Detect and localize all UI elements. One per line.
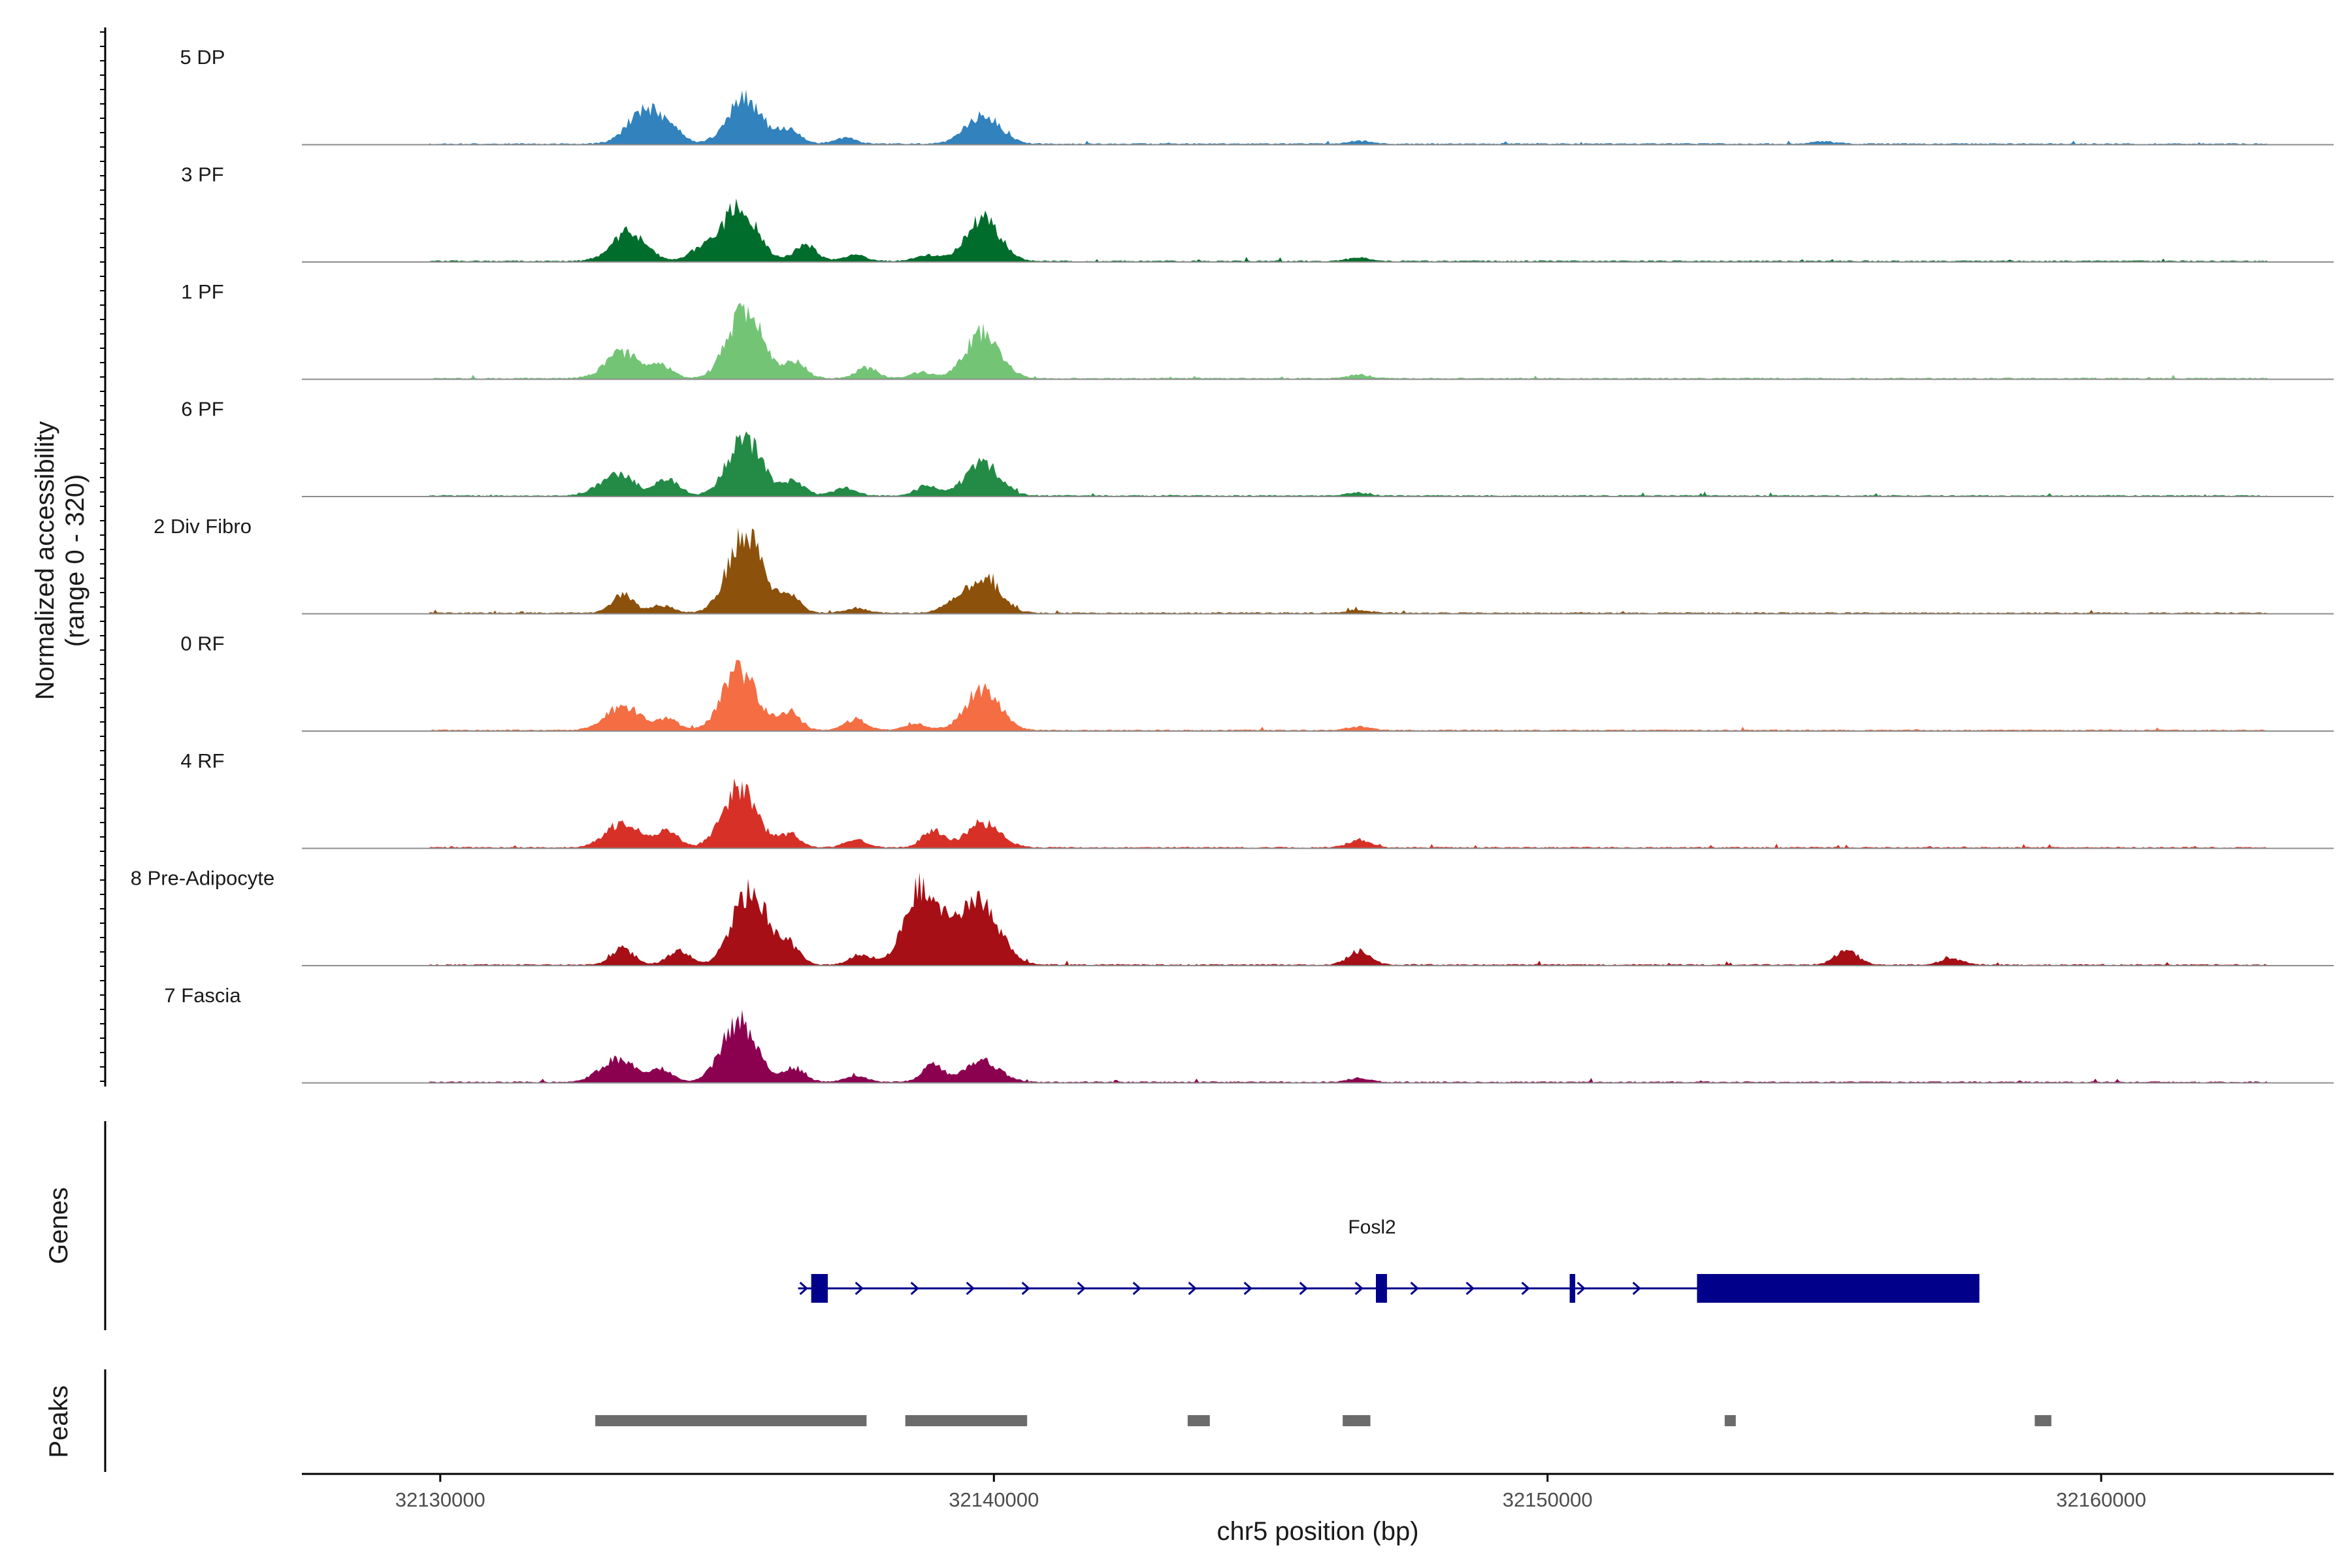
- exon-3: [1697, 1274, 1980, 1303]
- coverage-y-axis-title: Normalized accessibility: [31, 421, 59, 700]
- track-0: 5 DP: [180, 46, 2334, 146]
- track-label: 5 DP: [180, 46, 225, 69]
- track-2: 1 PF: [181, 280, 2334, 380]
- track-6: 4 RF: [180, 749, 2334, 849]
- strand-arrow: [1576, 1281, 1586, 1296]
- track-label: 6 PF: [181, 397, 223, 420]
- coverage-y-axis-ticks: [100, 31, 105, 1082]
- strand-arrow: [1021, 1281, 1030, 1296]
- exon-2: [1569, 1274, 1576, 1303]
- coverage-area: [429, 872, 2268, 966]
- track-4: 2 Div Fibro: [154, 515, 2334, 615]
- coverage-area: [429, 778, 2268, 849]
- strand-arrow: [1354, 1281, 1364, 1296]
- strand-arrow: [1243, 1281, 1252, 1296]
- peak-region-3: [1343, 1415, 1371, 1426]
- peak-region-4: [1724, 1415, 1736, 1426]
- x-tick-label: 32150000: [1503, 1488, 1593, 1511]
- track-label: 3 PF: [181, 163, 223, 186]
- x-tick-label: 32140000: [949, 1488, 1039, 1511]
- peak-region-2: [1187, 1415, 1210, 1426]
- coverage-y-axis-title-range: (range 0 - 320): [61, 474, 90, 647]
- coverage-area: [429, 1009, 2268, 1083]
- strand-arrow: [855, 1281, 864, 1296]
- exon-0: [811, 1274, 828, 1303]
- strand-arrow: [966, 1281, 975, 1296]
- track-label: 8 Pre-Adipocyte: [131, 866, 275, 889]
- x-tick-label: 32160000: [2056, 1488, 2146, 1511]
- track-8: 7 Fascia: [164, 984, 2334, 1084]
- peak-region-5: [2034, 1415, 2051, 1426]
- track-1: 3 PF: [181, 163, 2334, 263]
- coverage-area: [429, 89, 2268, 145]
- gene-model: [798, 1274, 1980, 1303]
- strand-arrow: [1188, 1281, 1197, 1296]
- coverage-area: [429, 527, 2268, 614]
- peak-regions: [595, 1415, 2051, 1426]
- strand-arrow: [799, 1281, 808, 1296]
- coverage-tracks: 5 DP 3 PF 1 PF 6 PF 2 Div Fibro 0 RF 4 RF 8 Pre…: [131, 46, 2334, 1084]
- track-3: 6 PF: [181, 397, 2334, 497]
- peaks-track-label: Peaks: [44, 1385, 73, 1458]
- track-label: 0 RF: [180, 632, 224, 655]
- track-label: 4 RF: [180, 749, 224, 772]
- coverage-area: [429, 431, 2268, 497]
- strand-arrow: [1299, 1281, 1308, 1296]
- x-axis-title: chr5 position (bp): [1217, 1517, 1418, 1546]
- coverage-area: [429, 198, 2268, 262]
- strand-arrow: [1077, 1281, 1086, 1296]
- strand-arrow: [910, 1281, 919, 1296]
- gene-name-label: Fosl2: [1348, 1217, 1396, 1238]
- coverage-area: [429, 660, 2268, 731]
- strand-arrow: [1521, 1281, 1530, 1296]
- track-label: 1 PF: [181, 280, 223, 303]
- x-axis-ticks: 32130000 32140000 32150000 32160000: [395, 1474, 2146, 1511]
- track-label: 2 Div Fibro: [154, 515, 252, 538]
- genes-track-label: Genes: [44, 1187, 73, 1264]
- track-7: 8 Pre-Adipocyte: [131, 866, 2334, 966]
- peak-region-0: [595, 1415, 867, 1426]
- strand-arrow: [1632, 1281, 1641, 1296]
- strand-arrow: [1410, 1281, 1419, 1296]
- peak-region-1: [905, 1415, 1028, 1426]
- strand-arrow: [1132, 1281, 1141, 1296]
- track-label: 7 Fascia: [164, 984, 241, 1007]
- strand-arrow: [1465, 1281, 1475, 1296]
- x-tick-label: 32130000: [395, 1488, 485, 1511]
- coverage-area: [429, 302, 2268, 380]
- exon-1: [1375, 1274, 1387, 1303]
- track-5: 0 RF: [180, 632, 2334, 732]
